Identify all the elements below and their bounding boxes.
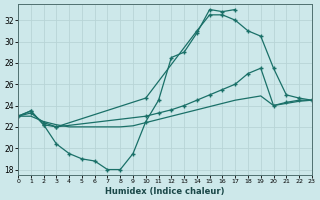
X-axis label: Humidex (Indice chaleur): Humidex (Indice chaleur) [105, 187, 225, 196]
